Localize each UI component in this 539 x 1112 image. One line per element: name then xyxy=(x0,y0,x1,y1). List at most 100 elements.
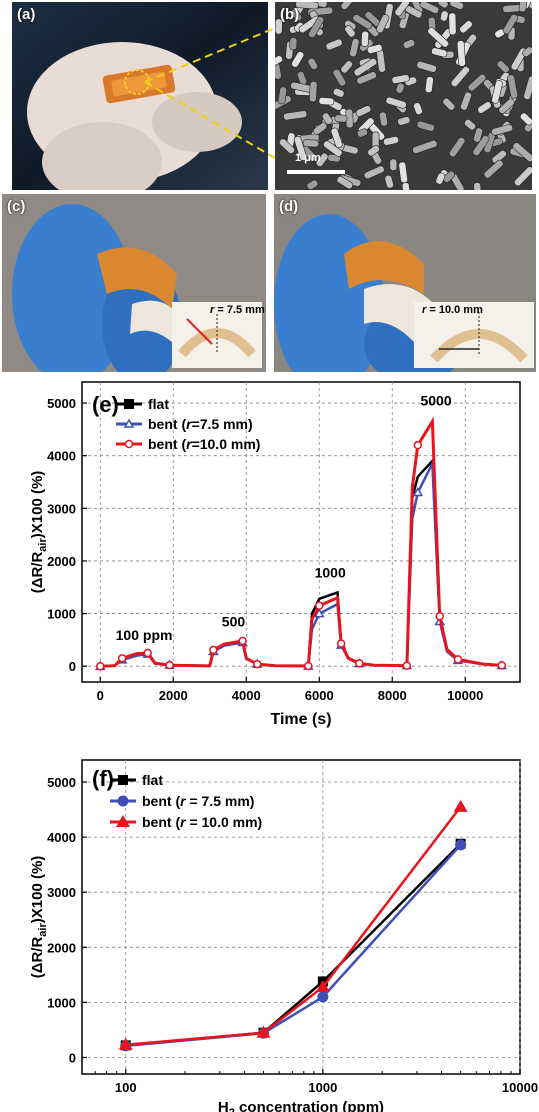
scale-bar xyxy=(287,170,345,174)
legend-marker xyxy=(124,399,134,409)
y-axis-label: (ΔR/Rair)X100 (%) xyxy=(29,856,49,979)
sem-rod xyxy=(456,40,466,67)
sem-rod xyxy=(523,75,532,100)
chart-f: 0 1000 2000 3000 4000 5000 100 1000 10000 (f) flat… xyxy=(29,759,538,1112)
sem-rod xyxy=(464,119,477,131)
sem-rod xyxy=(384,174,394,189)
data-point xyxy=(313,608,325,618)
legend-marker xyxy=(123,418,135,428)
photo-panel-c: (c) r = 7.5 mm xyxy=(2,194,266,372)
sem-rod xyxy=(275,55,283,68)
sem-rod xyxy=(376,14,390,34)
sem-rod xyxy=(277,86,288,105)
sem-rod xyxy=(344,25,356,38)
sem-rod xyxy=(367,144,380,157)
sem-rod xyxy=(355,105,372,117)
photo-d-image xyxy=(274,194,536,372)
sem-rod xyxy=(323,140,343,157)
sem-rod xyxy=(356,128,368,138)
legend-label: bent (r = 10.0 mm) xyxy=(142,814,262,830)
data-point xyxy=(317,991,329,1003)
photo-panel-a: (a) xyxy=(12,2,268,190)
data-point xyxy=(165,660,174,670)
x-tick-label: 2000 xyxy=(159,688,188,703)
sem-rod xyxy=(467,73,487,92)
data-point xyxy=(453,799,468,812)
y-axis-label: (ΔR/Rair)X100 (%) xyxy=(29,471,49,594)
sem-rod xyxy=(442,97,456,111)
sem-rod xyxy=(491,80,503,104)
series-line-2 xyxy=(125,806,462,1047)
scale-bar-label: 1 μm xyxy=(295,152,321,164)
data-point xyxy=(497,661,506,670)
sem-rod xyxy=(397,116,411,126)
sem-rod xyxy=(308,16,325,39)
sem-rod xyxy=(394,2,410,17)
sem-rod xyxy=(459,20,473,34)
photo-a-image xyxy=(12,2,268,190)
sem-rod xyxy=(389,158,398,171)
sem-rod xyxy=(312,122,328,136)
sem-rod xyxy=(353,58,378,77)
chart-e: 0 1000 2000 3000 4000 5000 0 2000 4000 6000 8000 10… xyxy=(29,381,521,728)
sem-rod xyxy=(318,97,335,106)
sem-rod xyxy=(483,159,504,179)
sem-rod xyxy=(325,38,343,51)
sem-rod xyxy=(491,149,507,164)
legend-label: flat xyxy=(142,772,163,788)
y-tick-label: 0 xyxy=(69,1050,76,1065)
legend-label: bent (r=10.0 mm) xyxy=(148,436,260,452)
sem-rod xyxy=(360,30,369,47)
sem-rod xyxy=(512,142,532,163)
sem-rod xyxy=(424,76,434,93)
photo-panel-b: (b) 1 μm xyxy=(275,2,532,190)
sem-rod xyxy=(307,57,319,70)
data-point xyxy=(453,655,463,664)
sem-rod xyxy=(352,14,373,30)
data-point xyxy=(118,1037,133,1050)
y-tick-label: 4000 xyxy=(47,830,76,845)
y-tick-label: 0 xyxy=(69,659,76,674)
sem-rod xyxy=(449,2,464,10)
sem-rod xyxy=(334,114,348,123)
sem-rod xyxy=(395,82,405,94)
data-point xyxy=(455,839,467,851)
data-point xyxy=(304,661,313,671)
sem-rod xyxy=(302,139,320,148)
y-tick-label: 4000 xyxy=(47,449,76,464)
legend-label: flat xyxy=(148,396,169,412)
data-point xyxy=(315,601,324,610)
peak-annotation: 500 xyxy=(222,614,246,630)
panel-b-label: (b) xyxy=(280,6,300,23)
sem-rod xyxy=(309,81,318,103)
sem-rod xyxy=(275,18,283,35)
legend-marker xyxy=(117,795,129,807)
sem-rod xyxy=(306,179,319,190)
sem-rod xyxy=(507,74,519,99)
sem-rod xyxy=(321,112,333,125)
radius-value: = 7.5 mm xyxy=(217,304,265,316)
panel-c-radius-label: r = 7.5 mm xyxy=(210,304,265,316)
panel-f-label: (f) xyxy=(92,766,114,791)
sem-rod xyxy=(379,111,388,127)
sem-rod xyxy=(340,2,356,10)
sem-rod xyxy=(448,137,466,158)
sem-rod xyxy=(401,182,410,190)
data-point xyxy=(209,645,218,655)
sem-rod xyxy=(435,172,446,185)
sem-rod xyxy=(460,91,472,111)
sem-rod xyxy=(416,61,437,73)
peak-annotation: 1000 xyxy=(315,564,346,580)
sem-rod xyxy=(391,74,410,84)
peak-annotation: 100 ppm xyxy=(116,627,173,643)
data-point xyxy=(96,661,105,671)
data-point xyxy=(402,661,412,670)
sem-rod xyxy=(332,68,347,87)
photo-panel-d: (d) r = 10.0 mm xyxy=(274,194,536,372)
plot-area xyxy=(81,381,521,683)
y-tick-label: 3000 xyxy=(47,501,76,516)
sem-rod xyxy=(385,96,407,109)
data-point xyxy=(413,440,423,450)
sem-rod xyxy=(416,120,435,132)
sem-rod xyxy=(291,51,305,68)
